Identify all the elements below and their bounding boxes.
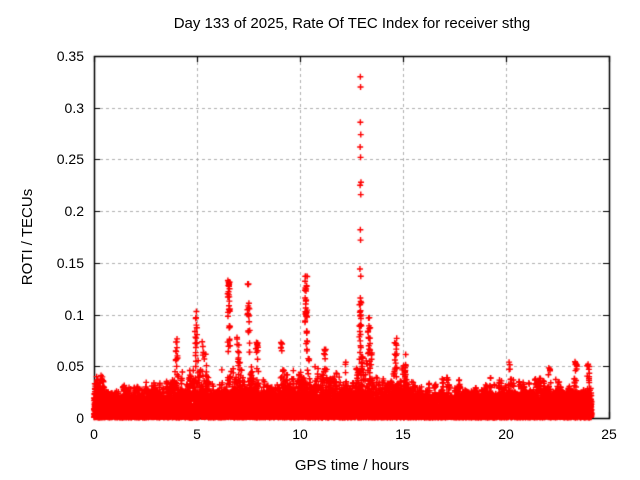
y-axis-label: ROTI / TECUs	[19, 188, 36, 286]
x-tick-label: 10	[292, 426, 308, 442]
y-tick-label: 0.05	[56, 358, 84, 375]
y-tick-label: 0	[76, 410, 84, 426]
chart-title: Day 133 of 2025, Rate Of TEC Index for r…	[173, 15, 531, 32]
x-tick-label: 20	[498, 426, 514, 442]
y-tick-label: 0.1	[64, 306, 84, 323]
x-tick-label: 0	[90, 426, 98, 442]
y-tick-label: 0.25	[56, 151, 84, 168]
y-tick-label: 0.35	[56, 48, 84, 64]
x-tick-label: 25	[601, 426, 617, 442]
y-tick-label: 0.3	[64, 99, 84, 116]
x-axis-label: GPS time / hours	[294, 457, 410, 474]
y-tick-label: 0.2	[64, 203, 84, 220]
x-tick-label: 5	[193, 426, 201, 442]
x-tick-label: 15	[395, 426, 411, 442]
y-tick-label: 0.15	[56, 254, 84, 271]
